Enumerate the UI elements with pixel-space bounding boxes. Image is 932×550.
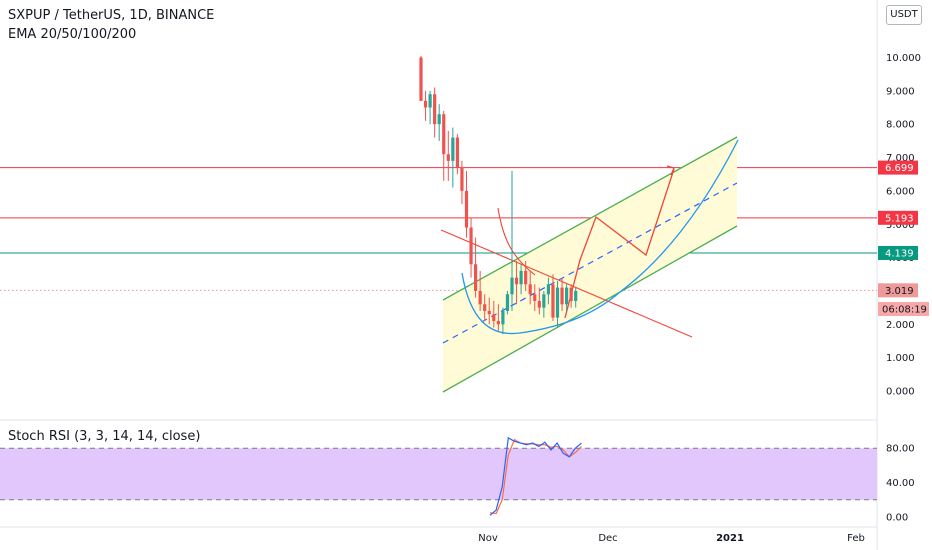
channel-upper-line [442,136,738,301]
candle-body [419,57,423,101]
price-tick-label: 0.000 [886,387,915,398]
time-axis-label: Feb [847,533,865,544]
symbol-title[interactable]: SXPUP / TetherUS, 1D, BINANCE [8,8,215,23]
candle-body [442,114,446,155]
price-tick-label: 7.000 [886,153,915,164]
countdown-text: 06:08:19 [882,305,927,316]
candle-body [446,154,450,161]
candle-body [474,264,478,291]
candle-body [546,284,550,295]
projection-path [564,168,675,319]
price-label-box [878,283,918,298]
time-axis-label: Dec [598,533,617,544]
candle-body [501,310,505,325]
candle-body [483,304,487,311]
price-tick-label: 10.000 [886,53,921,64]
price-tick-label: 9.000 [886,86,915,97]
candle-body [460,167,464,191]
candle-body [437,114,441,125]
time-axis-label: 2021 [716,533,744,544]
price-label-text: 3.019 [885,286,914,297]
candle-body [514,277,519,285]
descending-trendline [440,229,693,338]
candle-body [428,94,432,108]
candle-body [505,294,510,311]
candle-body [565,287,569,305]
channel-lower-line [442,225,738,393]
price-tick-label: 8.000 [886,120,915,131]
candle-body [551,284,555,318]
candle-body [555,287,560,318]
candle-body [537,300,541,308]
stoch-rsi-label[interactable]: Stoch RSI (3, 3, 14, 14, close) [8,429,201,444]
candle-body [423,100,428,108]
candle-body [569,287,573,301]
price-label-text: 5.193 [885,213,914,224]
candle-body [455,137,459,168]
price-label-box [878,210,918,225]
price-curve [497,207,536,276]
price-tick-label: 1.000 [886,353,915,364]
channel-fill [443,137,737,392]
candle-body [433,94,437,125]
candle-body [487,310,491,315]
candle-body [533,294,537,301]
candle-body [451,137,455,161]
candle-body [528,284,532,295]
stoch-tick-label: 80.00 [886,444,915,455]
stoch-tick-label: 40.00 [886,478,915,489]
stoch-tick-label: 0.00 [886,513,908,524]
candle-body [496,320,500,325]
projection-arrow-icon [666,165,675,176]
currency-button[interactable]: USDT [886,5,922,25]
price-label-box [878,160,918,175]
time-axis-label: Nov [478,533,498,544]
candle-body [469,227,473,265]
candle-body [464,190,469,228]
price-tick-label: 6.000 [886,186,915,197]
countdown-box [878,302,929,316]
stoch-k-line [489,436,582,516]
price-label-box [878,245,918,260]
candle-body [478,290,482,305]
candle-body [510,277,514,295]
candle-body [519,270,523,285]
rounding-bottom-arc [461,139,739,335]
price-label-text: 4.139 [885,248,914,259]
channel-median-line [442,182,738,344]
candle-body [542,294,546,308]
candle-body [492,314,496,321]
price-tick-label: 2.000 [886,320,915,331]
candle-body [560,287,564,305]
price-label-text: 6.699 [885,163,914,174]
ema-indicator-label[interactable]: EMA 20/50/100/200 [8,27,137,42]
stoch-band-fill [0,448,877,500]
candle-body [524,270,528,285]
price-tick-label: 5.000 [886,220,915,231]
candle-body [574,290,578,301]
